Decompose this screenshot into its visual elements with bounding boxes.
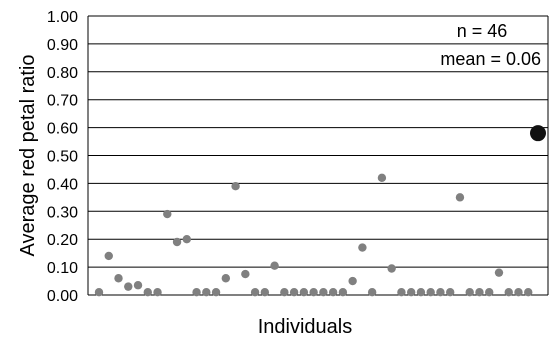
data-point (172, 237, 182, 247)
data-point (514, 288, 523, 297)
data-point (231, 181, 240, 191)
data-point (182, 235, 191, 244)
data-point (250, 288, 260, 297)
y-axis-title: Average red petal ratio (17, 55, 39, 257)
annotation-mean: mean = 0.06 (440, 49, 541, 69)
data-point (299, 288, 309, 297)
data-point (524, 288, 533, 297)
highlight-data-point (530, 125, 546, 142)
data-point (319, 288, 328, 297)
y-tick-label: 0.90 (47, 37, 78, 54)
data-point (504, 288, 513, 297)
y-tick-label: 0.30 (47, 204, 78, 221)
data-points (94, 125, 546, 297)
data-point (475, 288, 484, 297)
data-point (124, 282, 133, 291)
data-point (241, 269, 250, 279)
data-point (133, 281, 143, 290)
data-point (221, 274, 231, 283)
y-tick-label: 0.50 (47, 149, 78, 166)
data-point (338, 288, 348, 297)
y-tick-label: 0.40 (47, 176, 78, 193)
y-tick-label: 0.60 (47, 121, 78, 138)
data-point (358, 243, 367, 252)
y-tick-label: 0.10 (47, 260, 78, 277)
data-point (436, 288, 445, 297)
data-point (446, 288, 455, 297)
data-point (406, 288, 416, 297)
data-point (211, 288, 221, 297)
data-point (485, 288, 494, 297)
data-point (94, 288, 104, 297)
data-point (367, 288, 377, 297)
data-point (348, 276, 357, 286)
data-point (377, 173, 387, 183)
data-point (494, 268, 504, 277)
data-point (309, 288, 318, 297)
data-point (260, 288, 270, 297)
data-point (202, 288, 211, 297)
data-point (143, 288, 152, 297)
data-point (397, 288, 406, 297)
data-point (153, 288, 162, 297)
data-point (387, 264, 396, 273)
annotation-sample-size: n = 46 (457, 21, 508, 41)
data-point (289, 288, 299, 297)
data-point (192, 288, 201, 297)
y-tick-labels: 0.00 0.10 0.20 0.30 0.40 0.50 0.60 0.70 0.80 0.90… (47, 9, 78, 305)
data-point (163, 209, 172, 219)
data-point (114, 274, 123, 283)
data-point (465, 288, 474, 297)
y-tick-label: 0.80 (47, 65, 78, 82)
y-tick-label: 1.00 (47, 9, 78, 26)
data-point (416, 288, 426, 297)
data-point (280, 288, 289, 297)
y-tick-label: 0.20 (47, 232, 78, 249)
data-point (455, 193, 465, 202)
data-point (104, 251, 113, 261)
y-tick-label: 0.00 (47, 288, 78, 305)
data-point (270, 261, 279, 270)
data-point (426, 288, 435, 297)
data-point (328, 288, 338, 297)
y-tick-label: 0.70 (47, 93, 78, 110)
x-axis-title: Individuals (258, 316, 353, 338)
grid (88, 43, 548, 268)
